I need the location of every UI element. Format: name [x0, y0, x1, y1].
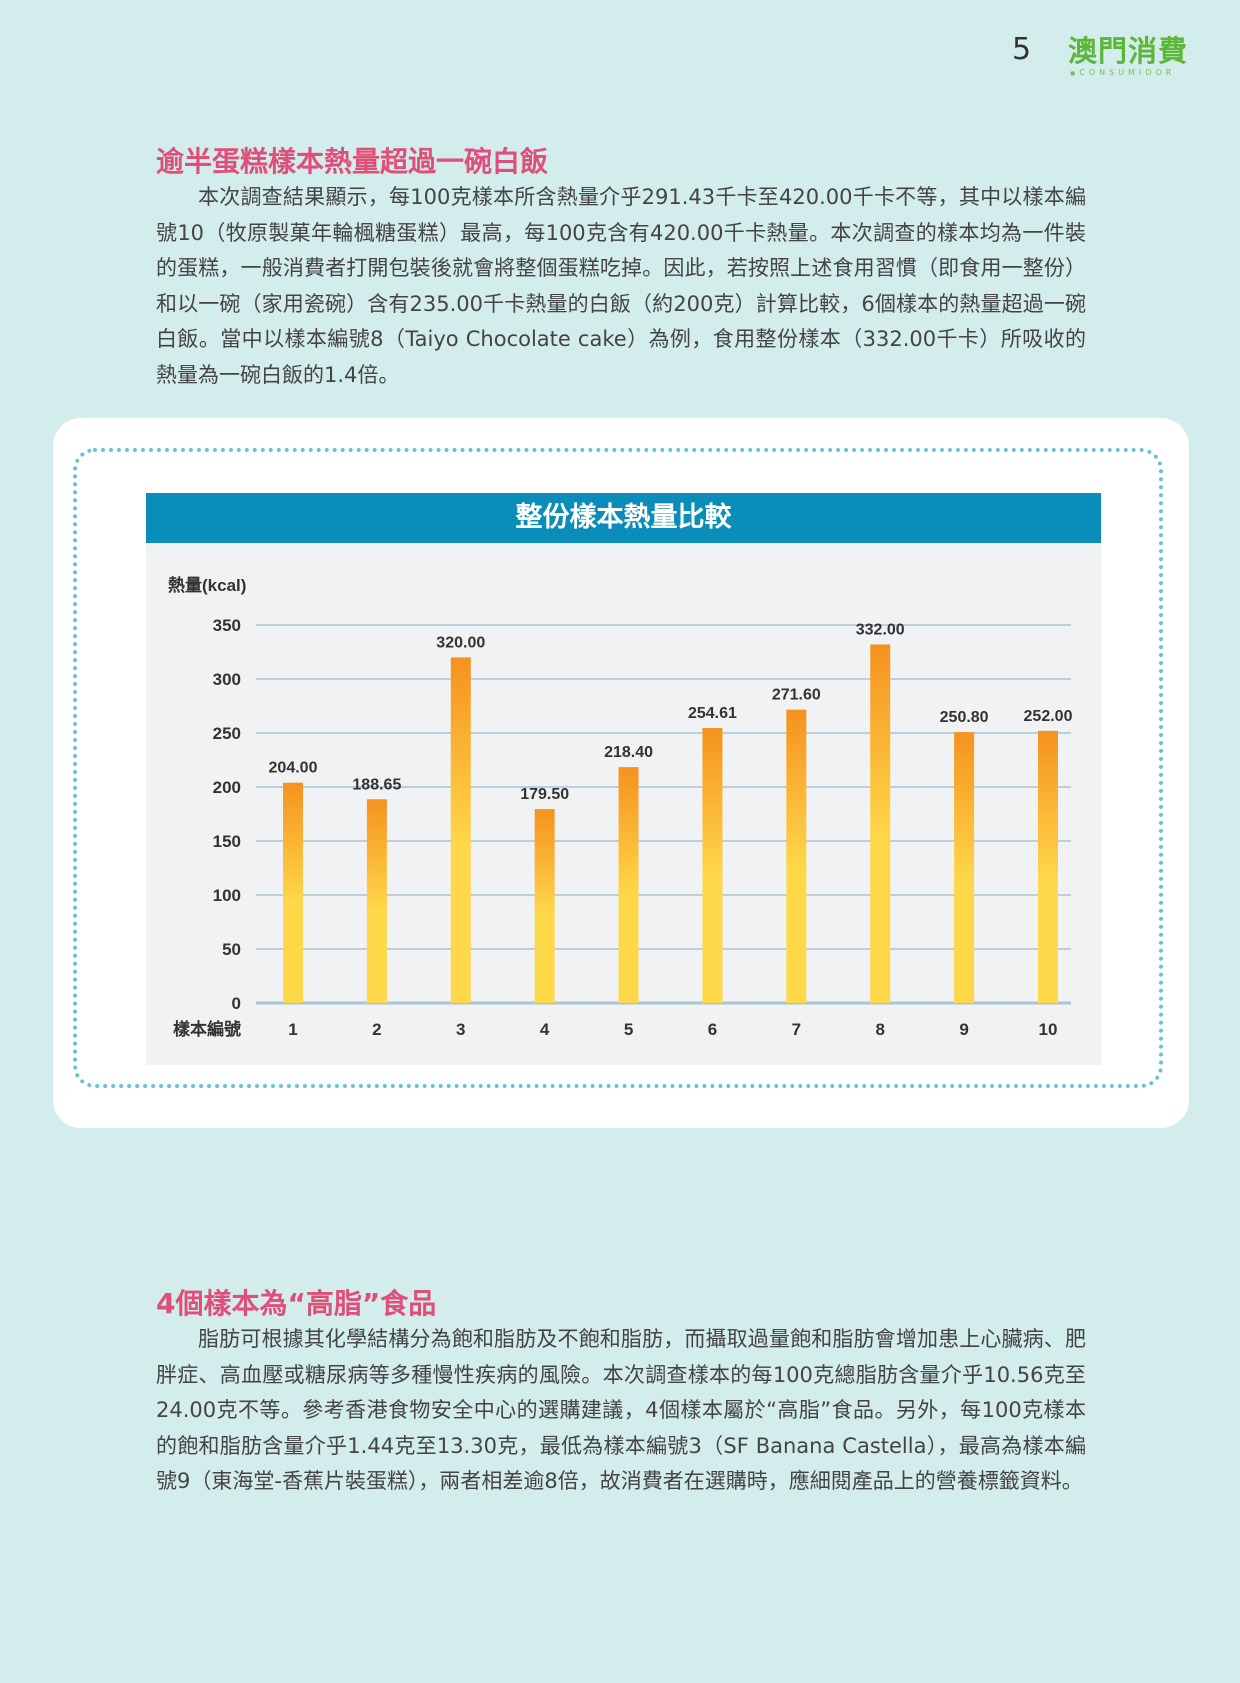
logo-text: 澳門消費 [1068, 34, 1189, 68]
section-heading-calories: 逾半蛋糕樣本熱量超過一碗白飯 [156, 145, 549, 178]
x-tick-label: 3 [456, 1020, 465, 1039]
chart-title: 整份樣本熱量比較 [146, 493, 1101, 543]
x-tick-label: 9 [959, 1020, 968, 1039]
page-number: 5 [1012, 32, 1032, 67]
data-label: 254.61 [688, 705, 737, 722]
y-tick-label: 150 [213, 832, 241, 851]
bar-chart: 熱量(kcal) 0 50 100 150 200 250 300 350 204.00 1 188.… [168, 575, 1073, 1039]
y-axis-label: 熱量(kcal) [168, 575, 246, 595]
section-paragraph-fat: 脂肪可根據其化學結構分為飽和脂肪及不飽和脂肪，而攝取過量飽和脂肪會增加患上心臟病… [156, 1327, 1086, 1493]
x-axis-label: 樣本編號 [173, 1019, 241, 1039]
bar [618, 767, 639, 1003]
y-tick-label: 350 [213, 616, 241, 635]
y-tick-label: 0 [232, 994, 241, 1013]
x-tick-label: 7 [792, 1020, 801, 1039]
data-label: 332.00 [856, 621, 905, 638]
x-tick-label: 5 [624, 1020, 633, 1039]
dotted-frame [73, 448, 1163, 1088]
chart-plot-area: 熱量(kcal) 0 50 100 150 200 250 300 350 204.00 1 188.… [146, 543, 1101, 1065]
chart-card: 整份樣本熱量比較 熱量(kcal) 0 50 100 150 200 250 300 350 20… [53, 418, 1189, 1128]
section-paragraph-calories: 本次調查結果顯示，每100克樣本所含熱量介乎291.43千卡至420.00千卡不… [156, 185, 1086, 387]
y-tick-label: 300 [213, 670, 241, 689]
data-label: 320.00 [436, 634, 485, 651]
bar [954, 732, 975, 1003]
brand-logo: 澳門消費 CONSUMIDOR [1068, 34, 1188, 77]
x-tick-label: 10 [1039, 1020, 1058, 1039]
bar [786, 709, 807, 1003]
y-tick-label: 50 [222, 940, 241, 959]
bar [534, 809, 555, 1003]
y-tick-label: 250 [213, 724, 241, 743]
bar [702, 728, 723, 1003]
x-tick-label: 6 [708, 1020, 717, 1039]
x-tick-label: 8 [875, 1020, 884, 1039]
bar [366, 799, 387, 1003]
section-heading-fat: 4個樣本為“高脂”食品 [156, 1287, 437, 1320]
bar [1038, 730, 1058, 1003]
y-tick-label: 200 [213, 778, 241, 797]
x-tick-label: 2 [372, 1020, 381, 1039]
data-label: 204.00 [269, 760, 318, 777]
y-tick-label: 100 [213, 886, 241, 905]
bar [283, 782, 303, 1003]
data-label: 250.80 [940, 709, 989, 726]
data-label: 218.40 [604, 744, 653, 761]
logo-subtext: CONSUMIDOR [1070, 68, 1188, 77]
data-label: 188.65 [352, 776, 401, 793]
bar [870, 644, 891, 1003]
data-label: 252.00 [1024, 708, 1073, 725]
bar [450, 657, 471, 1003]
x-tick-label: 1 [288, 1020, 297, 1039]
data-label: 271.60 [772, 687, 821, 704]
x-tick-label: 4 [540, 1020, 550, 1039]
data-label: 179.50 [520, 786, 569, 803]
